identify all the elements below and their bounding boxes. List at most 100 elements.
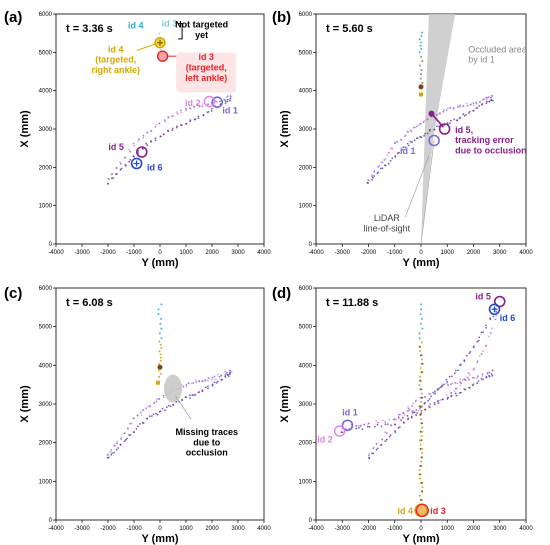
trace-point (424, 132, 426, 135)
y-axis-label: X (mm) (279, 385, 291, 423)
id2-marker (333, 425, 346, 437)
trace-point (110, 453, 113, 456)
trace-point (172, 404, 175, 406)
trace-point (175, 111, 178, 113)
y-axis-label: X (mm) (19, 110, 31, 148)
trace-point (453, 390, 456, 392)
trace-point (136, 414, 139, 417)
trace-point (226, 98, 229, 101)
trace-point (164, 120, 167, 123)
trace-point (402, 421, 405, 424)
label-id6: id 6 (147, 162, 163, 172)
trace-point (416, 137, 418, 140)
trace-point (452, 108, 455, 111)
trace-point (384, 421, 387, 423)
y-axis-label-group: X (mm) (19, 110, 31, 148)
trace-point (488, 335, 490, 338)
trace-point (389, 147, 392, 150)
trace-point (161, 407, 164, 410)
trace-point (126, 437, 128, 440)
trace-point (459, 392, 461, 394)
x-tick-label: -2000 (361, 250, 377, 256)
trace-point (230, 370, 233, 373)
axes-frame (55, 287, 265, 521)
trace-point (201, 103, 204, 105)
trace-point (214, 378, 217, 380)
trace-point (485, 376, 488, 379)
trace-point (413, 411, 416, 414)
trace-point (207, 385, 209, 388)
trace-point (142, 148, 144, 150)
trace-point (132, 155, 135, 158)
trace-point (160, 327, 163, 330)
x-tick-label: -2000 (361, 526, 377, 532)
trace-point (398, 413, 400, 416)
trace-point (487, 96, 489, 99)
trace-point (193, 394, 195, 396)
trace-point (119, 161, 121, 164)
trace-point (120, 162, 122, 165)
trace-point (204, 379, 207, 381)
y-tick-label: 3000 (299, 127, 313, 133)
trace-point (146, 131, 149, 134)
y-axis-label: X (mm) (19, 385, 31, 423)
trace-point (490, 96, 492, 99)
x-tick-label: -2000 (100, 526, 116, 532)
trace-point (409, 140, 412, 143)
trace-point (107, 456, 110, 459)
trace-point (167, 116, 170, 118)
y-tick-label: 3000 (39, 402, 53, 408)
y-tick-label: 0 (49, 518, 53, 524)
trace-point (157, 313, 160, 316)
trace-point (171, 115, 174, 117)
trace-point (355, 424, 358, 427)
label-id5: id 5 (108, 142, 124, 152)
trace-point (480, 353, 483, 355)
trace-point (223, 98, 226, 101)
trace-point (423, 134, 425, 137)
trace-point (421, 327, 424, 330)
trace-point (482, 378, 484, 381)
trace-point (399, 413, 402, 416)
y-tick-label: 6000 (39, 286, 53, 292)
trace-point (402, 146, 405, 149)
trace-point (185, 385, 188, 388)
trace-point (448, 375, 451, 378)
trace-point (420, 392, 423, 395)
x-tick-label: -3000 (74, 526, 90, 532)
trace-point (404, 414, 406, 416)
trace-point (439, 399, 442, 401)
trace-point (185, 109, 188, 112)
x-tick-label: 4000 (257, 250, 271, 256)
trace-point (420, 396, 423, 399)
trace-point (459, 381, 461, 383)
panel-letter: (c) (4, 285, 22, 302)
trace-point (132, 417, 135, 420)
y-tick-label: 0 (49, 242, 53, 248)
trace-point (385, 432, 388, 435)
panel-time: t = 5.60 s (326, 23, 373, 35)
trace-point (446, 107, 449, 110)
x-tick-label: 1000 (179, 526, 193, 532)
trace-point (386, 154, 389, 156)
trace-point (197, 103, 199, 106)
trace-point (472, 376, 474, 379)
trace-point (406, 130, 409, 133)
x-axis-label: Y (mm) (402, 533, 439, 545)
trace-point (137, 140, 140, 143)
trace-point (468, 110, 471, 113)
trace-point (447, 384, 449, 387)
trace-point (477, 380, 480, 382)
trace-point (384, 423, 387, 426)
x-tick-label: -1000 (387, 250, 403, 256)
trace-point (463, 359, 466, 362)
trace-point (459, 378, 462, 381)
id5-marker (493, 295, 506, 308)
trace-point (389, 434, 392, 436)
trace-point (213, 375, 216, 378)
trace-point (403, 135, 406, 138)
trace-point (151, 415, 153, 417)
trace-point (376, 172, 379, 175)
trace-point (201, 389, 204, 392)
trace-point (419, 443, 422, 446)
